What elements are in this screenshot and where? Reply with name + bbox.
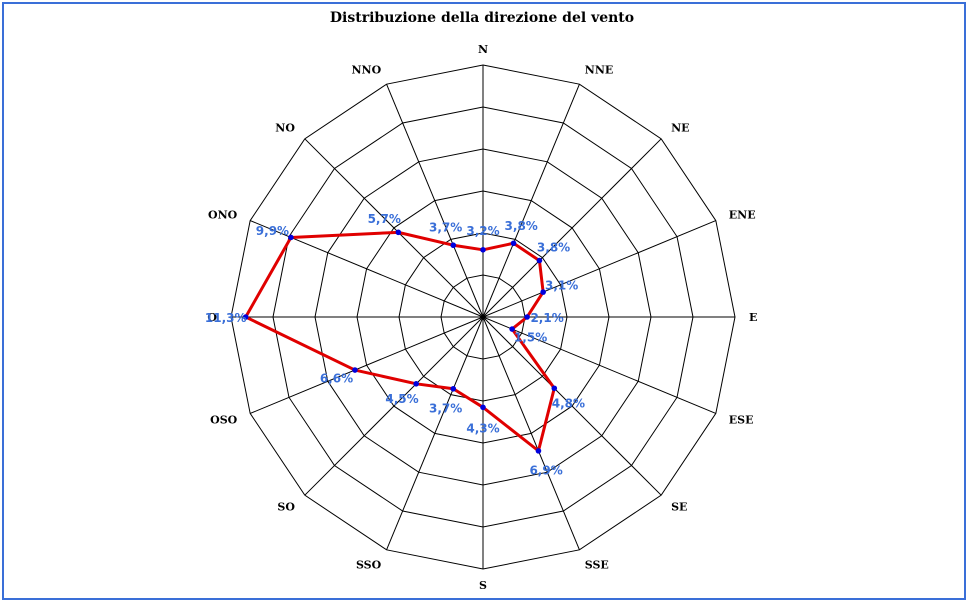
direction-label: SSE (585, 559, 609, 572)
grid-spoke (386, 83, 484, 318)
grid-spoke (482, 316, 580, 551)
data-point (540, 289, 546, 295)
grid-spoke (386, 316, 484, 551)
data-point (242, 314, 249, 320)
direction-label: NE (671, 121, 689, 134)
direction-label: O (207, 311, 217, 324)
data-point (480, 247, 486, 253)
value-label: 6,6% (320, 372, 353, 386)
data-point (510, 240, 517, 247)
data-point (288, 234, 294, 241)
value-label: 3,8% (505, 219, 538, 233)
grid-spoke (304, 316, 484, 496)
data-point (536, 257, 543, 264)
value-label: 4,3% (466, 421, 499, 435)
chart-title: Distribuzione della direzione del vento (329, 10, 635, 26)
value-label: 2,1% (530, 311, 563, 325)
value-label: 9,9% (256, 224, 289, 238)
data-point (551, 385, 558, 392)
direction-label: NO (275, 121, 295, 134)
data-point (413, 381, 419, 387)
direction-label: OSO (210, 414, 238, 427)
value-label: 6,9% (529, 463, 562, 477)
grid-spoke (304, 138, 484, 318)
value-label: 5,7% (368, 212, 401, 226)
direction-label: SSO (356, 559, 382, 572)
grid-spoke (482, 83, 580, 318)
value-label: 3,7% (429, 401, 462, 415)
value-label: 3,7% (429, 221, 462, 235)
value-label: 4,8% (552, 396, 585, 410)
labels: N NNE NE ENE E ESE SE SSE S SSO SO OSO O ONO NO NNO 3,2%… (205, 43, 758, 592)
grid-spoke (482, 316, 662, 496)
direction-label: E (749, 311, 757, 324)
value-label: 3,8% (537, 240, 570, 254)
data-point (450, 385, 457, 392)
value-label: 11,3% (205, 311, 247, 325)
direction-label: SO (277, 501, 295, 514)
grid-spoke (249, 316, 484, 414)
data-point (524, 314, 530, 320)
data-point (352, 367, 358, 373)
grid-spoke (482, 316, 717, 414)
direction-label: SE (671, 501, 687, 514)
value-label: 3,2% (466, 224, 499, 238)
direction-label: ESE (729, 414, 754, 427)
data-point (395, 229, 402, 236)
data-point (450, 242, 457, 249)
grid-spoke (482, 138, 662, 318)
direction-label: S (479, 579, 487, 592)
series (242, 229, 558, 454)
direction-label: N (478, 43, 488, 56)
data-point (535, 448, 542, 454)
value-label: 4,5% (385, 392, 418, 406)
direction-label: NNO (352, 63, 382, 76)
direction-label: NNE (585, 63, 614, 76)
direction-label: ENE (729, 208, 756, 221)
grid (230, 64, 736, 570)
data-point (480, 404, 486, 411)
value-label: 1,5% (514, 331, 547, 345)
data-point (509, 326, 515, 332)
direction-label: ONO (208, 208, 238, 221)
grid-spoke (482, 220, 717, 318)
value-label: 3,1% (545, 278, 578, 292)
